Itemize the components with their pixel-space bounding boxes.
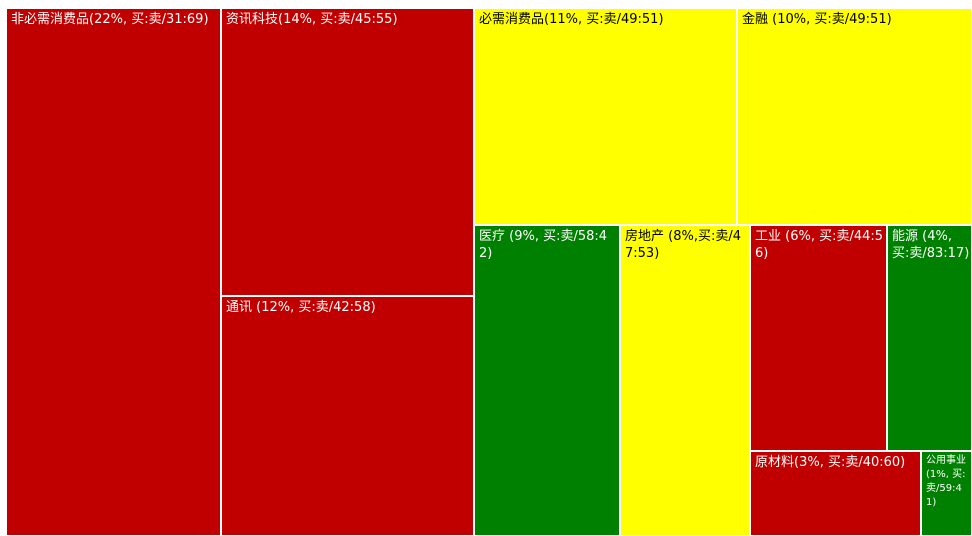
tile-label-industrials: 工业 (6%, 买:卖/44:56)	[755, 229, 884, 261]
tile-financials: 金融 (10%, 买:卖/49:51)	[737, 8, 972, 225]
tile-label-real-estate: 房地产 (8%,买:卖/47:53)	[625, 229, 741, 261]
tile-label-communication: 通讯 (12%, 买:卖/42:58)	[226, 300, 376, 315]
tile-energy: 能源 (4%, 买:卖/83:17)	[887, 225, 972, 451]
tile-industrials: 工业 (6%, 买:卖/44:56)	[750, 225, 887, 451]
tile-communication: 通讯 (12%, 买:卖/42:58)	[221, 296, 474, 536]
tile-healthcare: 医疗 (9%, 买:卖/58:42)	[474, 225, 620, 536]
tile-label-information-technology: 资讯科技(14%, 买:卖/45:55)	[226, 12, 398, 27]
tile-consumer-discretionary: 非必需消费品(22%, 买:卖/31:69)	[6, 8, 221, 536]
tile-consumer-staples: 必需消费品(11%, 买:卖/49:51)	[474, 8, 737, 225]
tile-real-estate: 房地产 (8%,买:卖/47:53)	[620, 225, 750, 536]
tile-label-consumer-staples: 必需消费品(11%, 买:卖/49:51)	[479, 12, 664, 27]
treemap-chart: 非必需消费品(22%, 买:卖/31:69) 资讯科技(14%, 买:卖/45:…	[6, 8, 972, 536]
tile-label-consumer-discretionary: 非必需消费品(22%, 买:卖/31:69)	[11, 12, 209, 27]
tile-label-utilities: 公用事业 (1%, 买:卖/59:41)	[926, 455, 966, 508]
tile-label-energy: 能源 (4%, 买:卖/83:17)	[892, 229, 970, 261]
tile-information-technology: 资讯科技(14%, 买:卖/45:55)	[221, 8, 474, 296]
tile-materials: 原材料(3%, 买:卖/40:60)	[750, 451, 921, 536]
tile-label-healthcare: 医疗 (9%, 买:卖/58:42)	[479, 229, 608, 261]
tile-label-financials: 金融 (10%, 买:卖/49:51)	[742, 12, 892, 27]
tile-utilities: 公用事业 (1%, 买:卖/59:41)	[921, 451, 972, 536]
tile-label-materials: 原材料(3%, 买:卖/40:60)	[755, 455, 906, 470]
